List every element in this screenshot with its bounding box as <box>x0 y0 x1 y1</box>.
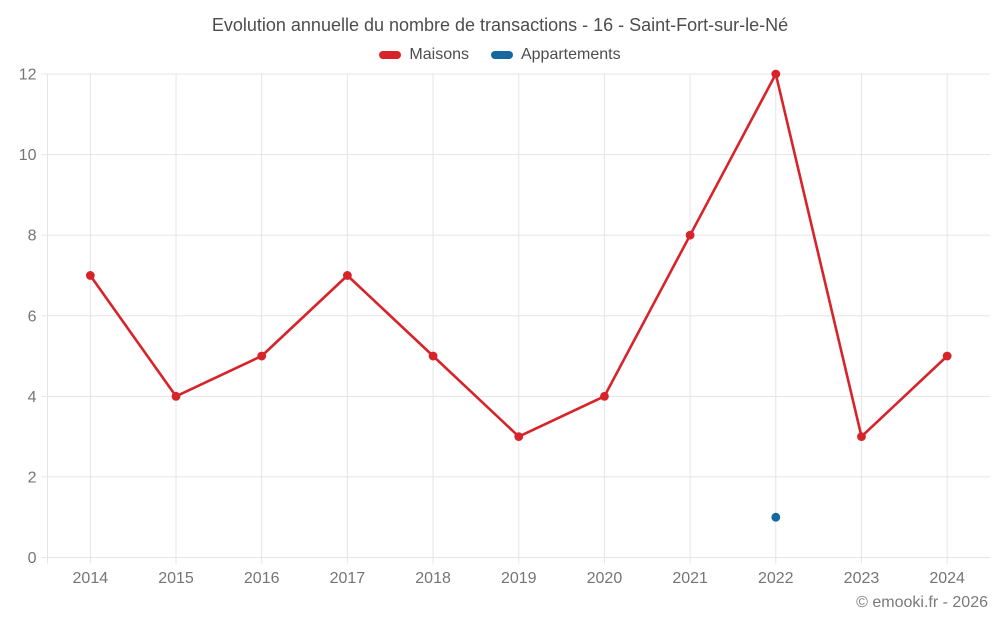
legend: Maisons Appartements <box>0 46 1000 64</box>
legend-label-maisons: Maisons <box>409 46 469 63</box>
data-point-maisons-2018[interactable] <box>428 351 438 361</box>
y-axis-tick-label: 2 <box>28 469 37 486</box>
data-point-maisons-2023[interactable] <box>857 432 866 442</box>
x-axis-tick-label: 2020 <box>587 570 623 587</box>
y-axis-tick-label: 8 <box>28 228 37 245</box>
x-axis-tick-label: 2018 <box>415 570 451 587</box>
data-point-maisons-2015[interactable] <box>171 391 181 401</box>
x-axis-tick-label: 2016 <box>244 570 280 587</box>
x-axis-tick-label: 2014 <box>73 570 109 587</box>
x-axis-tick-label: 2023 <box>844 570 880 587</box>
x-axis-tick-label: 2024 <box>929 570 965 587</box>
x-axis-tick-label: 2021 <box>672 570 708 587</box>
y-axis-tick-label: 12 <box>19 67 37 84</box>
x-axis-tick-label: 2022 <box>758 570 794 587</box>
legend-marker-maisons-icon <box>379 51 402 59</box>
legend-item-maisons[interactable]: Maisons <box>379 46 469 64</box>
y-axis-tick-label: 10 <box>19 147 37 164</box>
x-axis-tick-label: 2015 <box>158 570 194 587</box>
data-point-maisons-2017[interactable] <box>342 271 352 280</box>
data-point-maisons-2024[interactable] <box>942 351 952 361</box>
y-axis-tick-label: 4 <box>28 389 37 406</box>
legend-label-appartements: Appartements <box>520 46 621 63</box>
data-point-maisons-2014[interactable] <box>85 271 95 280</box>
data-point-maisons-2022[interactable] <box>771 69 781 79</box>
chart-title: Evolution annuelle du nombre de transact… <box>211 15 789 35</box>
y-axis-tick-label: 0 <box>28 550 37 567</box>
x-axis-tick-label: 2017 <box>330 570 366 587</box>
legend-marker-appartements-icon <box>490 51 513 59</box>
copyright: © emooki.fr - 2026 <box>856 594 988 611</box>
y-axis-tick-label: 6 <box>28 308 37 325</box>
data-point-maisons-2020[interactable] <box>600 391 609 401</box>
data-point-maisons-2019[interactable] <box>514 432 524 442</box>
x-axis-tick-label: 2019 <box>501 570 537 587</box>
data-point-maisons-2016[interactable] <box>257 351 267 361</box>
legend-item-appartements[interactable]: Appartements <box>490 46 621 64</box>
data-point-appartements-2022[interactable] <box>771 512 781 522</box>
data-point-maisons-2021[interactable] <box>685 230 695 240</box>
